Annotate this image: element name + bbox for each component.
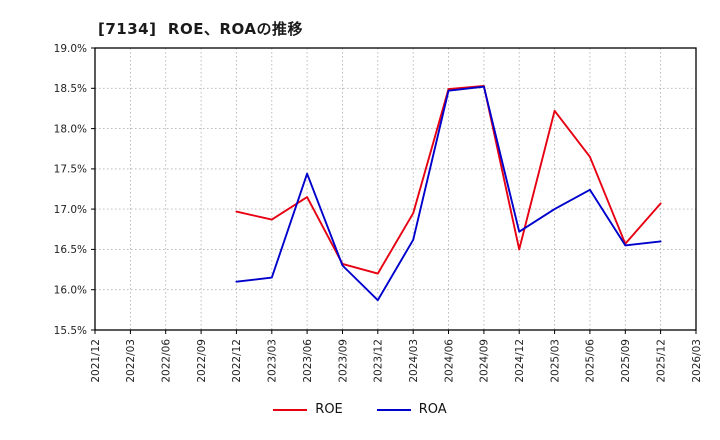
x-tick-label: 2022/03 xyxy=(125,339,137,383)
x-tick-label: 2025/03 xyxy=(549,339,561,383)
legend-label-roe: ROE xyxy=(315,402,343,417)
x-tick-label: 2023/03 xyxy=(267,339,279,383)
y-tick-label: 17.5% xyxy=(54,164,87,176)
x-tick-label: 2023/09 xyxy=(337,339,349,383)
legend-label-roa: ROA xyxy=(418,402,447,417)
x-tick-label: 2021/12 xyxy=(90,339,102,383)
roa-line-swatch xyxy=(376,408,411,411)
x-tick-label: 2024/12 xyxy=(514,339,526,383)
x-tick-label: 2022/09 xyxy=(196,339,208,383)
roe-line-swatch xyxy=(273,408,308,411)
chart-title: [7134] ROE、ROAの推移 xyxy=(98,20,303,38)
x-tick-label: 2024/06 xyxy=(443,339,455,383)
x-tick-label: 2023/06 xyxy=(302,339,314,383)
x-tick-label: 2022/06 xyxy=(161,339,173,383)
x-tick-label: 2024/09 xyxy=(479,339,491,383)
x-tick-label: 2025/09 xyxy=(620,339,632,383)
y-tick-label: 15.5% xyxy=(54,325,87,337)
y-tick-label: 16.5% xyxy=(54,244,87,256)
legend-item-roa: ROA xyxy=(376,402,447,417)
x-tick-label: 2024/03 xyxy=(408,339,420,383)
chart-legend: ROE ROA xyxy=(0,402,720,417)
plot-frame xyxy=(94,47,697,331)
x-tick-label: 2025/12 xyxy=(655,339,667,383)
y-tick-label: 18.5% xyxy=(54,83,87,95)
legend-item-roe: ROE xyxy=(273,402,343,417)
x-tick-label: 2023/12 xyxy=(373,339,385,383)
y-tick-label: 17.0% xyxy=(54,204,87,216)
plot-area: 15.5% 16.0% 16.5% 17.0% 17.5% 18.0% 18.5% 19.0%… xyxy=(54,43,703,383)
roa-line xyxy=(235,85,662,302)
y-tick-label: 18.0% xyxy=(54,123,87,135)
y-tick-label: 16.0% xyxy=(54,285,87,297)
x-tick-label: 2026/03 xyxy=(691,339,703,383)
roe-line xyxy=(235,84,662,275)
x-tick-label: 2025/06 xyxy=(585,339,597,383)
y-tick-label: 19.0% xyxy=(54,43,87,55)
x-tick-label: 2022/12 xyxy=(231,339,243,383)
